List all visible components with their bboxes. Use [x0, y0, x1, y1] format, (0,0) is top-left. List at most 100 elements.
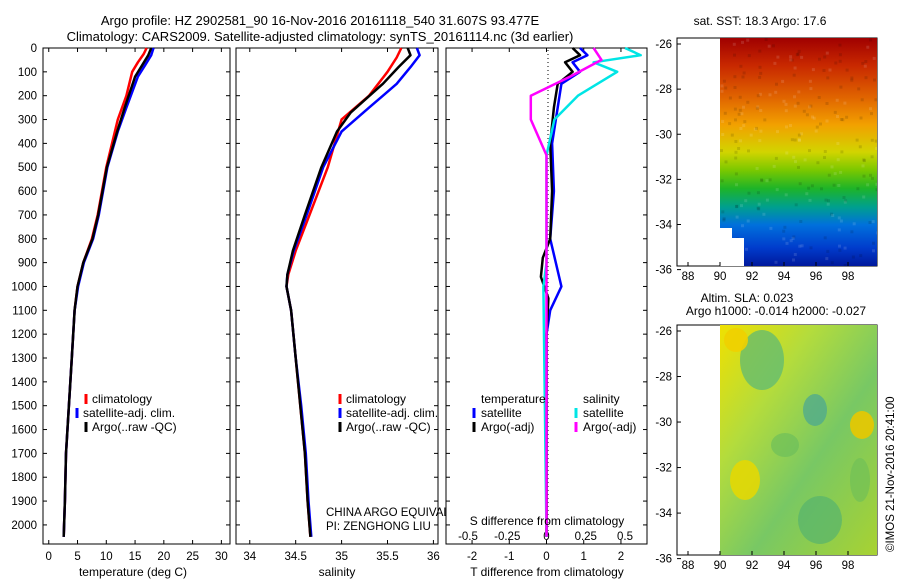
- sst-pixel: [860, 98, 864, 102]
- salinity-xlabel: salinity: [319, 565, 356, 579]
- sst-pixel: [789, 124, 792, 127]
- sst-pixel: [826, 76, 830, 80]
- sst-pixel: [827, 199, 830, 203]
- legend-label-s-satellite: satellite: [583, 406, 624, 420]
- series-line-argo-raw-qc-: [285, 47, 412, 537]
- sst-pixel: [767, 44, 771, 48]
- sst-pixel: [755, 167, 759, 170]
- sst-pixel: [800, 132, 803, 136]
- lon-tick-label: 88: [682, 560, 695, 572]
- sst-pixel: [812, 116, 816, 120]
- sla-anomaly-blob: [850, 458, 870, 502]
- sst-pixel: [739, 64, 743, 68]
- depth-tick-label: 600: [18, 186, 37, 198]
- sst-pixel: [864, 76, 868, 80]
- sst-pixel: [741, 75, 745, 79]
- sst-pixel: [855, 138, 859, 142]
- temperature-xlabel: temperature (deg C): [79, 565, 187, 579]
- sst-pixel: [823, 156, 826, 159]
- sst-field: [720, 38, 877, 266]
- x-tick-label: 36: [427, 551, 440, 563]
- sst-pixel: [722, 79, 726, 83]
- sst-pixel: [850, 78, 854, 82]
- sst-pixel: [792, 155, 796, 159]
- sst-pixel: [869, 38, 873, 42]
- sst-pixel: [772, 164, 776, 168]
- sst-pixel: [823, 236, 827, 240]
- sst-pixel: [793, 66, 797, 70]
- sst-pixel: [794, 160, 797, 164]
- sst-map-ticks: 88 90 92 94 96 98 -26 -28 -30 -32 -34 -36: [655, 39, 854, 283]
- depth-tick-label: 800: [18, 234, 37, 246]
- x-tick-label: 0: [543, 551, 549, 563]
- sst-pixel: [733, 86, 737, 89]
- x-tick-label: 15: [129, 551, 142, 563]
- sst-pixel: [733, 75, 737, 79]
- sst-pixel: [875, 147, 877, 150]
- s-tick-label: 0.25: [575, 531, 597, 543]
- sst-pixel: [843, 246, 847, 250]
- depth-tick-label: 1300: [11, 353, 37, 365]
- sst-pixel: [735, 215, 739, 219]
- legend-title-salinity: salinity: [583, 392, 620, 406]
- sst-pixel: [843, 264, 847, 266]
- sst-pixel: [782, 99, 786, 103]
- sst-pixel: [845, 115, 849, 119]
- sst-pixel: [808, 149, 811, 153]
- sla-map-ticks: 88 90 92 94 96 98 -26 -28 -30 -32 -34 -36: [655, 326, 854, 572]
- sst-pixel: [833, 172, 837, 176]
- s-tick-label: 0.5: [617, 531, 633, 543]
- temperature-panel: 0 5 10 15 20 25 30 temperature (deg C) climato…: [42, 47, 231, 579]
- sst-pixel: [836, 142, 840, 145]
- sst-pixel: [809, 246, 813, 250]
- salinity-x-ticks: 34 34.5 35 35.5 36: [243, 48, 440, 563]
- sst-pixel: [738, 108, 742, 112]
- series-line-t-satellite: [545, 47, 589, 537]
- sst-pixel: [869, 107, 872, 111]
- sst-pixel: [830, 165, 834, 169]
- sst-pixel: [793, 138, 797, 142]
- lat-tick-label: -36: [655, 265, 672, 277]
- sst-pixel: [797, 90, 801, 94]
- depth-axis-labels: 0 100 200 300 400 500 600 700 800 900 1000 1100 1200…: [11, 43, 647, 532]
- sst-pixel: [797, 165, 800, 169]
- sst-pixel: [819, 122, 822, 126]
- lon-tick-label: 98: [842, 560, 855, 572]
- lat-tick-label: -32: [655, 174, 672, 186]
- sst-pixel: [809, 104, 813, 108]
- sst-pixel: [746, 219, 750, 223]
- sst-pixel: [784, 193, 788, 197]
- sst-pixel: [793, 253, 797, 256]
- salinity-series: [285, 47, 421, 537]
- sst-pixel: [861, 61, 865, 65]
- sst-pixel: [837, 216, 841, 220]
- sst-pixel: [735, 205, 738, 209]
- legend-label-t-satellite: satellite: [481, 406, 522, 420]
- s-difference-label: S difference from climatology: [470, 514, 625, 528]
- sst-pixel: [759, 71, 763, 75]
- sst-pixel: [792, 73, 796, 77]
- sst-pixel: [805, 192, 809, 196]
- sst-pixel: [721, 120, 725, 123]
- depth-tick-label: 1600: [11, 425, 37, 437]
- lat-tick-label: -32: [655, 463, 672, 475]
- depth-tick-label: 1800: [11, 472, 37, 484]
- lat-tick-label: -30: [655, 417, 672, 429]
- sst-pixel: [808, 198, 812, 202]
- sst-pixel: [793, 104, 797, 108]
- sst-pixel: [722, 218, 726, 222]
- sst-pixel: [825, 51, 829, 55]
- sst-pixel: [828, 68, 832, 72]
- sst-pixel: [756, 206, 760, 210]
- sst-pixel: [840, 150, 844, 154]
- sst-pixel: [775, 188, 779, 192]
- sst-pixel: [872, 241, 875, 245]
- sst-missing-area-2: [720, 228, 732, 238]
- sst-pixel: [864, 60, 868, 63]
- sst-pixel: [746, 38, 750, 42]
- lon-tick-label: 88: [682, 271, 695, 283]
- sst-pixel: [820, 187, 823, 191]
- depth-tick-label: 1500: [11, 401, 37, 413]
- depth-tick-label: 1100: [12, 305, 37, 317]
- legend-label-argo: Argo(..raw -QC): [346, 420, 431, 434]
